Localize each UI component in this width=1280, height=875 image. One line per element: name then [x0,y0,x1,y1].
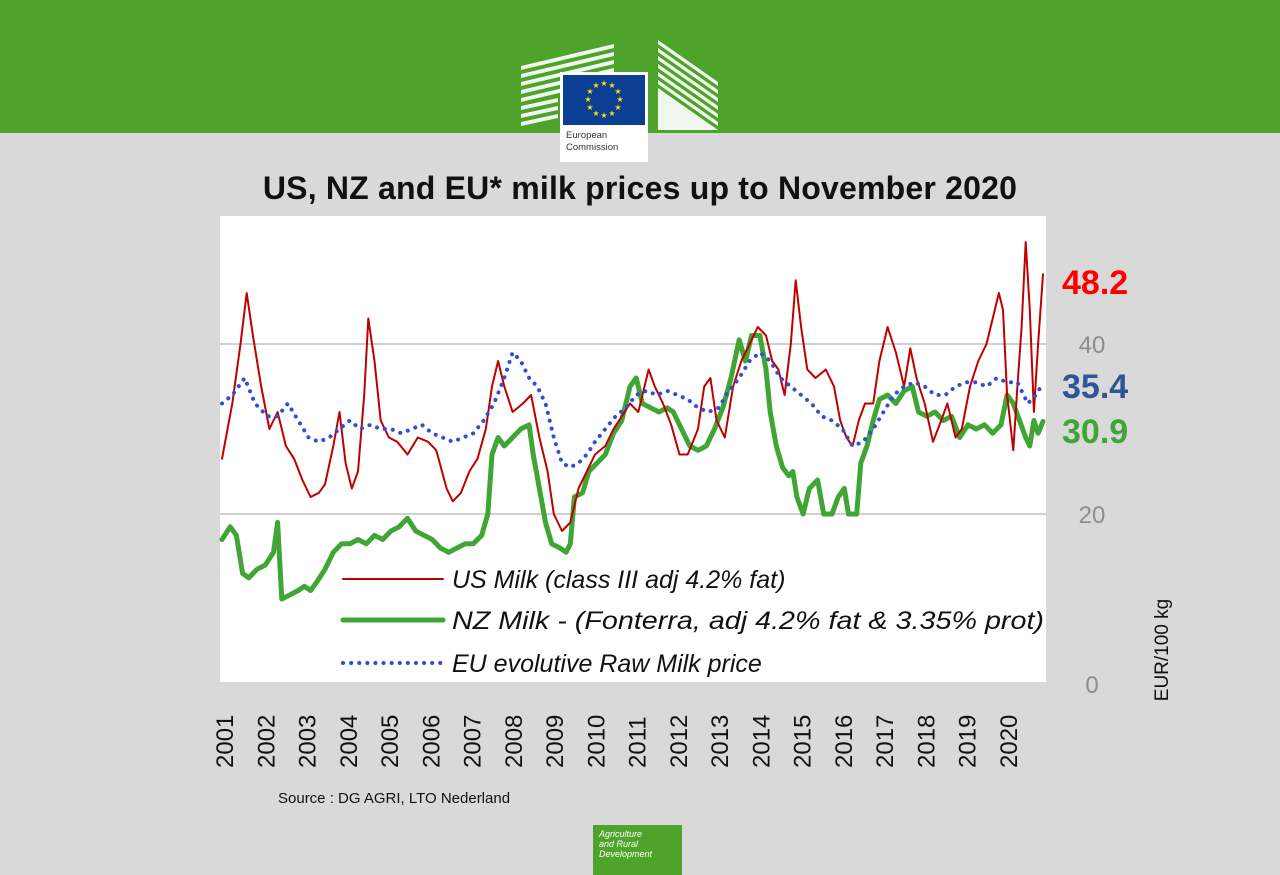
x-tick-label: 2018 [913,715,940,768]
svg-text:★: ★ [592,109,599,118]
dg-badge-text: Agriculture and Rural Development [599,829,653,859]
svg-text:★: ★ [586,103,593,112]
x-tick-label: 2012 [666,715,693,768]
logo-card: ★ ★ ★ ★ ★ ★ ★ ★ ★ ★ ★ ★ European Commission [560,72,648,162]
svg-text:★: ★ [600,111,607,120]
svg-text:★: ★ [592,81,599,90]
svg-text:★: ★ [586,87,593,96]
end-value-labels: 48.2 35.4 30.9 [1062,264,1128,451]
x-tick-label: 2008 [501,715,528,768]
dg-agri-badge: Agriculture and Rural Development [593,825,682,875]
eu-flag-icon: ★ ★ ★ ★ ★ ★ ★ ★ ★ ★ ★ ★ [563,75,645,125]
x-tick-label: 2009 [542,715,569,768]
x-tick-label: 2020 [996,715,1023,768]
source-note: Source : DG AGRI, LTO Nederland [278,790,511,807]
legend-label-eu: EU evolutive Raw Milk price [452,650,762,678]
series-line-us [221,241,1044,532]
legend: US Milk (class III adj 4.2% fat) NZ Milk … [340,566,1044,678]
series-line-nz [219,333,1046,602]
y-tick-label: 40 [1079,332,1106,359]
x-tick-label: 2016 [831,715,858,768]
x-tick-label: 2019 [955,715,982,768]
svg-text:★: ★ [614,87,621,96]
svg-text:★: ★ [600,79,607,88]
legend-label-nz: NZ Milk - (Fonterra, adj 4.2% fat & 3.35… [452,607,1044,635]
european-commission-logo: ★ ★ ★ ★ ★ ★ ★ ★ ★ ★ ★ ★ European Commission [518,38,722,164]
y-tick-label: 0 [1085,672,1098,699]
svg-text:★: ★ [614,103,621,112]
x-tick-label: 2017 [872,715,899,768]
grid-lines [220,343,1046,515]
x-tick-label: 2002 [253,715,280,768]
end-value-eu: 35.4 [1062,368,1128,406]
x-tick-label: 2013 [707,715,734,768]
plot-area [220,216,1046,682]
legend-label-us: US Milk (class III adj 4.2% fat) [452,566,785,594]
y-axis-ticks: 0 20 40 [1079,332,1106,699]
logo-line-1: European [566,130,608,141]
svg-text:★: ★ [608,81,615,90]
x-tick-label: 2015 [790,715,817,768]
logo-text: European Commission [566,130,618,154]
x-tick-label: 2003 [295,715,322,768]
x-tick-label: 2005 [377,715,404,768]
x-axis-ticks: 2001 2002 2003 2004 2005 2006 2007 2008 2009 2010… [212,715,1023,768]
end-value-nz: 30.9 [1062,413,1128,451]
x-tick-label: 2010 [583,715,610,768]
svg-text:★: ★ [608,109,615,118]
svg-text:★: ★ [616,95,623,104]
chart-title: US, NZ and EU* milk prices up to Novembe… [262,170,1018,206]
x-tick-label: 2006 [418,715,445,768]
series-line-eu [220,350,1045,470]
y-tick-label: 20 [1079,502,1106,529]
x-tick-label: 2004 [336,715,363,768]
x-tick-label: 2007 [460,715,487,768]
end-value-us: 48.2 [1062,264,1128,302]
x-tick-label: 2014 [748,715,775,768]
x-tick-label: 2001 [212,715,239,768]
series-layer [219,241,1046,602]
y-axis-label: EUR/100 kg [1152,599,1173,701]
svg-text:★: ★ [584,95,591,104]
logo-line-2: Commission [566,142,619,153]
x-tick-label: 2011 [625,716,652,768]
